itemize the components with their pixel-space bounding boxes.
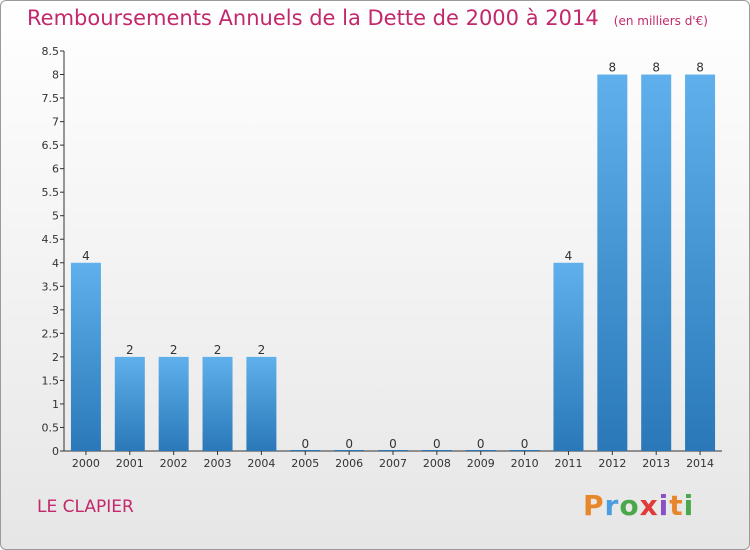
y-tick-label: 5 <box>52 210 59 223</box>
bar-2012 <box>597 74 628 451</box>
x-tick-label-2000: 2000 <box>72 457 100 470</box>
value-label-2010: 0 <box>521 437 529 451</box>
x-tick-label-2014: 2014 <box>686 457 714 470</box>
bar-2003 <box>202 356 233 451</box>
y-tick-label: 6 <box>52 163 59 176</box>
y-tick-label: 1.5 <box>42 374 60 387</box>
y-tick-label: 4.5 <box>42 233 60 246</box>
x-tick-label-2001: 2001 <box>116 457 144 470</box>
y-tick-label: 7.5 <box>42 92 60 105</box>
logo-letter: x <box>639 489 659 522</box>
value-label-2001: 2 <box>126 343 134 357</box>
bar-2006 <box>334 450 365 451</box>
y-tick-label: 0.5 <box>42 421 60 434</box>
x-tick-label-2005: 2005 <box>291 457 319 470</box>
y-tick-label: 2 <box>52 351 59 364</box>
bar-2013 <box>641 74 672 451</box>
logo-letter: r <box>604 489 620 522</box>
value-label-2000: 4 <box>82 249 90 263</box>
bar-2005 <box>290 450 321 451</box>
chart-labels: 4 2000 2 2001 2 2002 2 2003 2 2004 0 2005 0 2006 0 2007… <box>72 61 714 470</box>
logo-letter: t <box>669 489 684 522</box>
value-label-2004: 2 <box>258 343 266 357</box>
x-tick-label-2012: 2012 <box>598 457 626 470</box>
x-tick-label-2010: 2010 <box>511 457 539 470</box>
x-tick-label-2006: 2006 <box>335 457 363 470</box>
x-tick-label-2008: 2008 <box>423 457 451 470</box>
y-tick-label: 8.5 <box>42 45 60 58</box>
logo-letter: i <box>683 489 695 522</box>
chart-unit-note: (en milliers d'€) <box>613 14 708 28</box>
x-tick-label-2013: 2013 <box>642 457 670 470</box>
value-label-2007: 0 <box>389 437 397 451</box>
value-label-2008: 0 <box>433 437 441 451</box>
bar-2008 <box>421 450 452 451</box>
y-tick-label: 3.5 <box>42 280 60 293</box>
value-label-2006: 0 <box>345 437 353 451</box>
value-label-2014: 8 <box>696 61 704 75</box>
bar-2000 <box>70 262 101 451</box>
x-tick-label-2003: 2003 <box>204 457 232 470</box>
y-tick-label: 7 <box>52 116 59 129</box>
bar-2007 <box>378 450 408 451</box>
chart-bars <box>70 74 716 451</box>
value-label-2003: 2 <box>214 343 222 357</box>
x-tick-label-2009: 2009 <box>467 457 495 470</box>
bar-2001 <box>114 356 145 451</box>
y-tick-label: 3 <box>52 304 59 317</box>
y-tick-label: 5.5 <box>42 186 60 199</box>
chart-title-main: Remboursements Annuels de la Dette de 20… <box>27 6 599 30</box>
x-tick-label-2007: 2007 <box>379 457 407 470</box>
logo-letter: o <box>619 489 640 522</box>
x-tick-label-2004: 2004 <box>247 457 275 470</box>
bar-2014 <box>685 74 716 451</box>
value-label-2009: 0 <box>477 437 485 451</box>
bar-2011 <box>553 262 584 451</box>
logo-letter: i <box>658 489 670 522</box>
y-tick-label: 4 <box>52 257 59 270</box>
chart-title: Remboursements Annuels de la Dette de 20… <box>27 6 708 30</box>
value-label-2002: 2 <box>170 343 178 357</box>
value-label-2013: 8 <box>652 61 660 75</box>
location-name: LE CLAPIER <box>37 497 134 517</box>
value-label-2005: 0 <box>301 437 309 451</box>
y-tick-label: 8 <box>52 69 59 82</box>
bar-2010 <box>509 450 540 451</box>
x-tick-label-2011: 2011 <box>554 457 582 470</box>
value-label-2011: 4 <box>565 249 573 263</box>
y-tick-label: 0 <box>52 445 59 458</box>
bar-2004 <box>246 356 277 451</box>
y-tick-label: 1 <box>52 398 59 411</box>
chart-axes: 0 0.5 1 1.5 2 2.5 3 3.5 4 4.5 5 5.5 6 6.5 7 7.5 8 8.5 <box>42 45 722 458</box>
x-tick-label-2002: 2002 <box>160 457 188 470</box>
bar-2002 <box>158 356 189 451</box>
bar-2009 <box>465 450 496 451</box>
y-tick-label: 6.5 <box>42 139 60 152</box>
logo-letter: P <box>583 489 605 522</box>
y-tick-label: 2.5 <box>42 327 60 340</box>
value-label-2012: 8 <box>609 61 617 75</box>
proxiti-logo: Proxiti <box>583 489 694 522</box>
